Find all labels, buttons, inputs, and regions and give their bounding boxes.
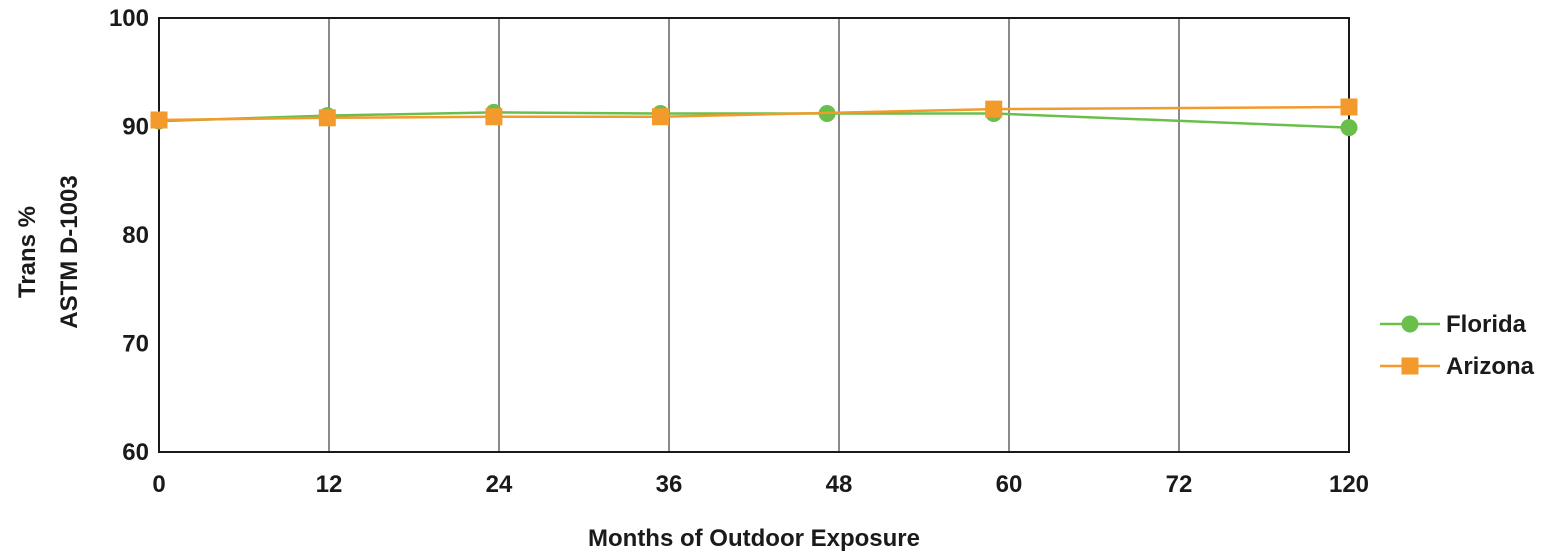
y-tick-label-60: 60 [122, 439, 149, 466]
y-tick-label-70: 70 [122, 331, 149, 358]
y-axis-ticks: 60 70 80 90 100 [109, 5, 149, 466]
data-point-arizona-1 [318, 109, 336, 127]
x-tick-label-12: 12 [316, 471, 343, 498]
x-tick-label-36: 36 [656, 471, 683, 498]
legend-marker-florida [1401, 315, 1419, 333]
y-axis-title-line-1: Trans % [14, 206, 41, 298]
x-tick-label-120: 120 [1329, 471, 1369, 498]
y-tick-label-100: 100 [109, 5, 149, 32]
x-tick-label-72: 72 [1166, 471, 1193, 498]
series-line-arizona [158, 105, 1350, 122]
data-point-arizona-0 [150, 111, 168, 129]
y-tick-label-80: 80 [122, 222, 149, 249]
x-tick-label-60: 60 [996, 471, 1023, 498]
legend-marker-arizona [1401, 357, 1419, 375]
data-point-florida-6 [1340, 119, 1358, 137]
data-point-arizona-4 [985, 100, 1003, 118]
x-tick-label-48: 48 [826, 471, 853, 498]
data-point-arizona-5 [1340, 98, 1358, 116]
y-axis-title: Trans % ASTM D-1003 [14, 175, 83, 328]
legend: Florida Arizona [1380, 311, 1535, 380]
series-group [150, 98, 1358, 137]
x-axis-title: Months of Outdoor Exposure [588, 525, 920, 552]
data-point-arizona-3 [652, 108, 669, 126]
legend-label-arizona: Arizona [1446, 353, 1535, 380]
grid-lines [328, 18, 1180, 452]
legend-label-florida: Florida [1446, 311, 1527, 338]
x-axis-ticks: 0 12 24 36 48 60 72 120 [152, 471, 1369, 498]
plot-area [158, 17, 1350, 453]
y-axis-title-line-2: ASTM D-1003 [56, 175, 83, 328]
x-tick-label-0: 0 [152, 471, 165, 498]
y-tick-label-90: 90 [122, 114, 149, 141]
data-point-arizona-2 [485, 108, 503, 126]
x-tick-label-24: 24 [486, 471, 513, 498]
